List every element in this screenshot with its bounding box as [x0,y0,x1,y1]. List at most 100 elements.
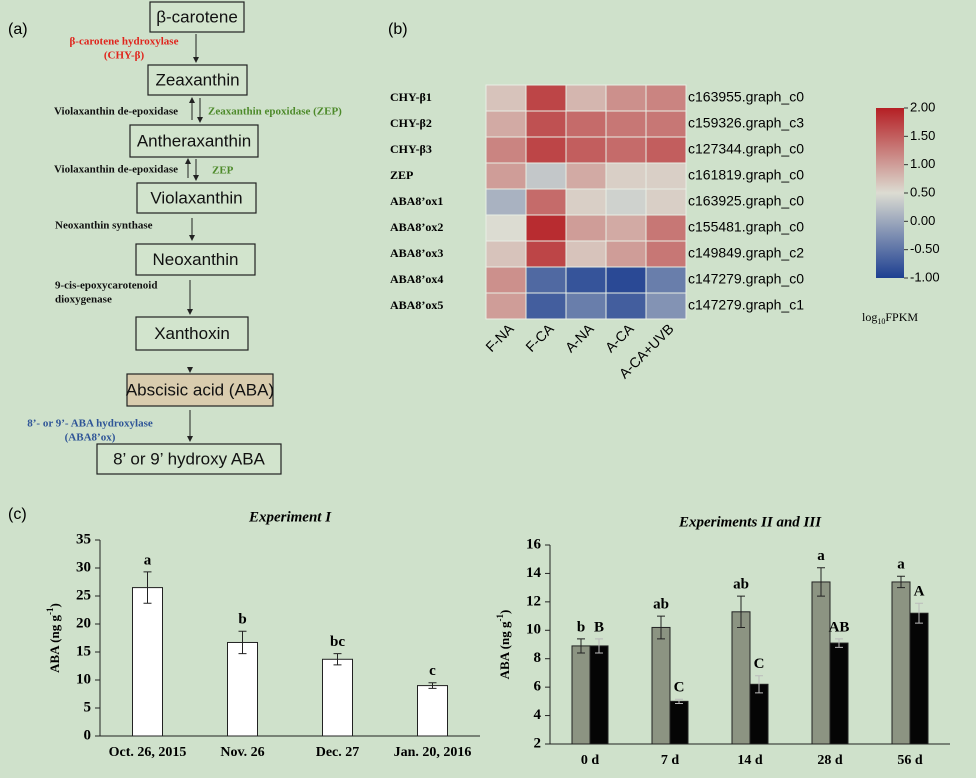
chart-title: Experiments II and III [678,514,822,530]
row-label: ABA8’ox2 [390,220,443,234]
panel-label: (b) [388,21,408,38]
heatmap-cell [485,214,527,242]
heatmap-cell [485,136,527,164]
colorbar-tick-label: 0.50 [910,184,935,199]
error-bar [657,615,665,640]
bar [669,700,689,745]
compound-label: Abscisic acid (ABA) [126,380,274,399]
y-tick-label: 0 [84,727,92,743]
heatmap-cell [525,214,567,242]
heatmap-cell [645,110,687,138]
y-tick-label: 5 [84,699,92,715]
label-part: ABA (ng g [47,615,62,673]
significance-letter: C [754,656,765,672]
error-bar [577,638,585,654]
y-tick-label: 30 [76,559,91,575]
enzyme-label: 9-cis-epoxycarotenoid [55,280,157,292]
compound-label: Zeaxanthin [155,70,239,89]
enzyme-label: β-carotene hydroxylase [70,36,179,48]
error-bar [755,675,763,694]
heatmap-cell [485,110,527,138]
label-part: log [862,310,877,324]
error-bar [835,638,843,648]
heatmap-cell [605,214,647,242]
gene-id: c147279.graph_c1 [688,297,804,313]
row-label: ABA8’ox3 [390,246,443,260]
x-tick-label: Jan. 20, 2016 [394,745,472,760]
y-tick-label: 12 [526,593,541,609]
colorbar-tick-label: 0.00 [910,213,935,228]
heatmap-cell [565,188,607,216]
heatmap-cell [645,162,687,190]
compound-box [126,373,274,407]
error-bar [675,698,683,704]
error-bar [333,653,342,666]
bar [227,641,258,737]
gene-id: c163955.graph_c0 [688,89,804,105]
row-label: ABA8’ox1 [390,194,443,208]
heatmap-cell [645,292,687,320]
x-tick-label: Dec. 27 [316,745,360,760]
gene-id: c155481.graph_c0 [688,219,804,235]
label-part: ) [47,603,62,607]
pathway-diagram: β-carotene Zeaxanthin Antheraxanthin Violax… [27,1,342,475]
heatmap-cell [565,162,607,190]
heatmap-cell [605,162,647,190]
compound-box [135,316,249,351]
row-label: CHY-β2 [390,116,432,130]
significance-letter: a [144,552,152,568]
gene-id: c149849.graph_c2 [688,245,804,261]
column-label: F-NA [482,320,517,355]
y-tick-label: 16 [526,536,542,552]
bar [322,658,353,737]
bar [731,611,751,745]
significance-letter: b [577,619,585,635]
enzyme-label: Violaxanthin de-epoxidase [54,164,178,176]
heatmap-cell [525,240,567,268]
heatmap-cell [565,84,607,112]
y-tick-label: 20 [76,615,91,631]
gene-id: c159326.graph_c3 [688,115,804,131]
y-tick-label: 2 [534,735,542,751]
significance-letter: a [817,548,825,564]
error-bar [595,638,603,654]
colorbar-tick-label: -1.00 [910,269,940,284]
y-tick-label: 10 [526,622,541,638]
label-part: ) [497,610,512,614]
gene-id: c147279.graph_c0 [688,271,804,287]
heatmap-cell [645,266,687,294]
error-bar [817,567,825,597]
compound-box [147,64,248,96]
gene-id: c161819.graph_c0 [688,167,804,183]
heatmap-cell [605,292,647,320]
compound-label: Antheraxanthin [137,131,251,150]
x-tick-label: Oct. 26, 2015 [109,745,187,760]
significance-letter: bc [330,634,345,650]
chart-title: Experiment I [248,509,332,525]
label-sup: -1 [45,607,55,615]
enzyme-label: dioxygenase [55,294,112,306]
heatmap-cell [645,188,687,216]
significance-letter: a [897,557,905,573]
heatmap-cell [565,266,607,294]
heatmap-cell [605,136,647,164]
compound-box [135,243,256,276]
heatmap-cell [525,162,567,190]
enzyme-label: 8’- or 9’- ABA hydroxylase [27,418,153,430]
panel-label: (a) [8,21,28,38]
colorbar-tick-label: 2.00 [910,99,935,114]
bar [909,612,929,745]
column-label: A-CA [602,320,637,355]
label-sup: -1 [495,614,505,622]
bar [891,581,911,745]
x-tick-label: Nov. 26 [220,745,264,760]
enzyme-label: Zeaxanthin epoxidase (ZEP) [208,106,342,118]
enzyme-label: (ABA8’ox) [65,432,116,444]
compound-label: Neoxanthin [152,250,238,269]
x-tick-label: 0 d [581,753,600,768]
heatmap-cell [485,266,527,294]
heatmap-cell [565,136,607,164]
heatmap-cell [605,84,647,112]
heatmap-cell [605,110,647,138]
